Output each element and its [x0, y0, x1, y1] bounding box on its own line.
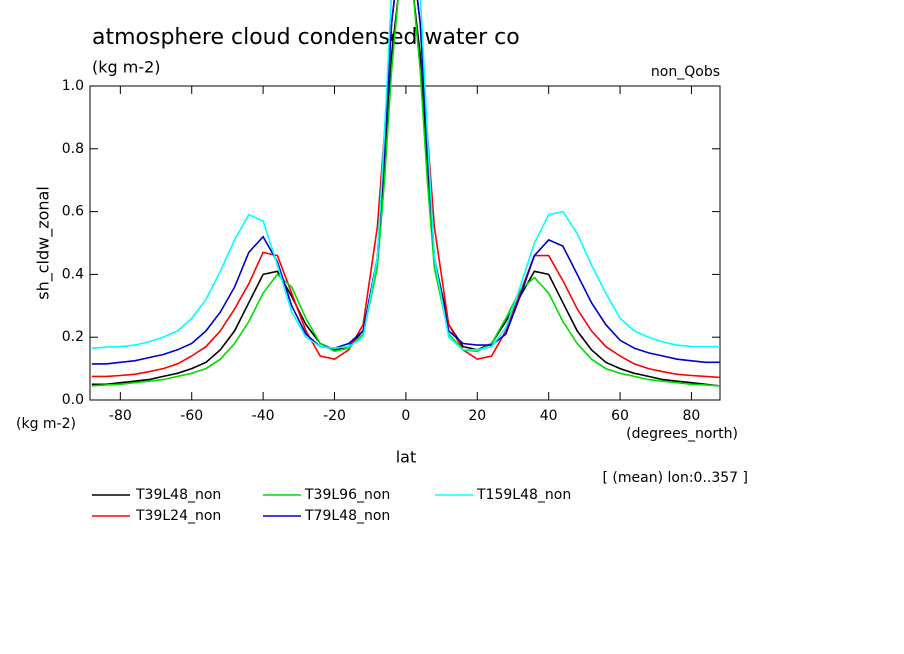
- x-units: (degrees_north): [626, 426, 738, 442]
- chart-subtitle: (kg m-2): [92, 58, 161, 77]
- plot-frame: [89, 85, 721, 401]
- y-tick-label: 0.4: [62, 266, 84, 282]
- chart-title: atmosphere cloud condensed water co: [92, 25, 520, 50]
- y-tick-label: 1.0: [62, 78, 84, 94]
- series-line: [91, 0, 720, 387]
- top-right-label: non_Qobs: [651, 64, 720, 80]
- x-tick-label: 80: [683, 408, 701, 424]
- y-tick-label: 0.0: [62, 392, 84, 408]
- x-tick-label: -40: [252, 408, 275, 424]
- x-tick-label: 40: [540, 408, 558, 424]
- series-line: [91, 0, 720, 365]
- x-tick-label: 20: [468, 408, 486, 424]
- x-tick-label: -80: [109, 408, 132, 424]
- y-axis-label: sh_cldw_zonal: [34, 186, 54, 300]
- x-tick-label: -20: [323, 408, 346, 424]
- y-tick-label: 0.2: [62, 329, 84, 345]
- series-line: [91, 0, 720, 379]
- y-units: (kg m-2): [16, 416, 76, 432]
- x-axis-label: lat: [396, 448, 417, 467]
- y-tick-label: 0.8: [62, 141, 84, 157]
- series-line: [91, 0, 720, 387]
- series-line: [91, 0, 720, 351]
- annotation: [ (mean) lon:0..357 ]: [603, 470, 748, 486]
- legend-label: T39L96_non: [304, 487, 390, 503]
- legend-label: T159L48_non: [476, 487, 571, 503]
- x-tick-label: -60: [180, 408, 203, 424]
- legend-label: T39L48_non: [135, 487, 221, 503]
- legend-label: T39L24_non: [135, 508, 221, 524]
- x-tick-label: 60: [611, 408, 629, 424]
- y-tick-label: 0.6: [62, 204, 84, 220]
- x-tick-label: 0: [401, 408, 410, 424]
- lines: [91, 0, 720, 387]
- legend-label: T79L48_non: [304, 508, 390, 524]
